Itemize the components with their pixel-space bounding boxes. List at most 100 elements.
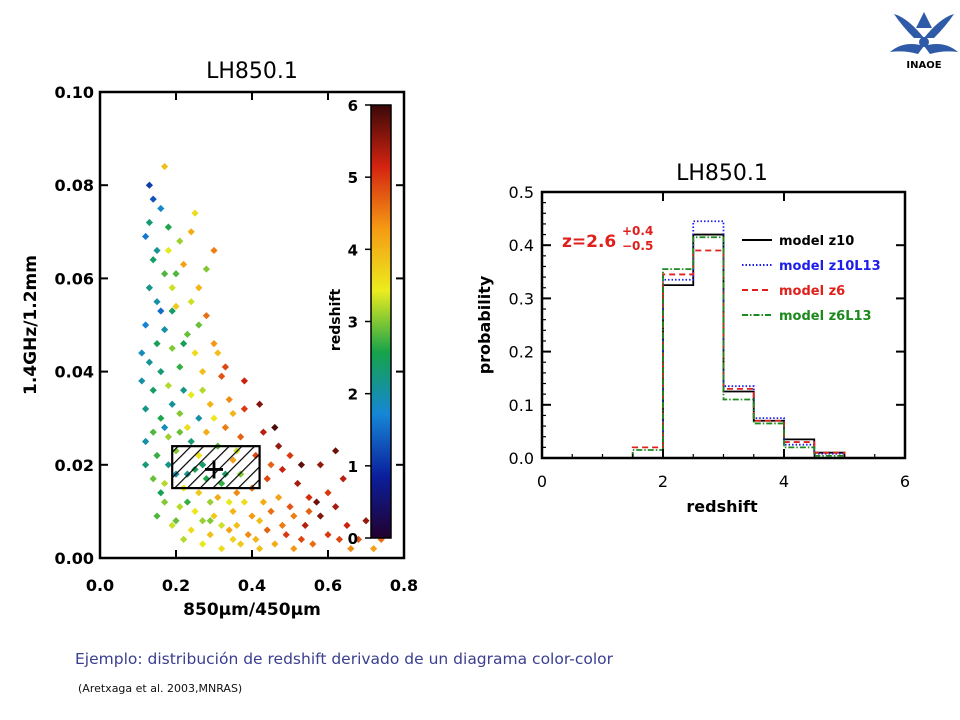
scatter-point — [168, 307, 176, 315]
scatter-point — [210, 512, 218, 520]
y-tick-label: 0.5 — [509, 183, 534, 202]
scatter-point — [142, 405, 150, 413]
scatter-point — [240, 405, 248, 413]
scatter-point — [218, 521, 226, 529]
scatter-point — [290, 545, 298, 553]
histogram-chart: LH850.1 0 2 4 60.00.10.20.30.40.5 redshift … — [475, 161, 910, 516]
scatter-point — [229, 409, 237, 418]
logo-core — [919, 37, 929, 47]
scatter-point — [142, 321, 150, 329]
histogram-y-label: probability — [475, 275, 494, 374]
histogram-title: LH850.1 — [676, 161, 768, 186]
y-tick-label: 0.3 — [509, 289, 534, 308]
y-tick-label: 0.10 — [55, 83, 94, 102]
scatter-point — [202, 428, 210, 436]
y-tick-label: 0.4 — [509, 236, 534, 255]
scatter-point — [164, 433, 172, 441]
scatter-point — [187, 437, 195, 446]
scatter-point — [191, 507, 199, 515]
colorbar-bar — [370, 104, 392, 539]
scatter-point — [164, 381, 172, 390]
scatter-point — [237, 540, 245, 548]
x-tick-label: 0.4 — [238, 576, 266, 595]
scatter-point — [256, 545, 264, 553]
scatter-point — [275, 493, 283, 502]
logo-wing — [924, 14, 954, 38]
colorbar-tick-label: 2 — [348, 386, 358, 404]
scatter-point — [172, 517, 180, 525]
scatter-point — [202, 265, 210, 273]
scatter-point — [180, 386, 188, 394]
scatter-point — [210, 340, 218, 348]
scatter-point — [271, 423, 279, 432]
scatter-point — [301, 521, 309, 529]
scatter-point — [313, 498, 321, 506]
scatter-point — [229, 507, 237, 515]
scatter-point — [138, 377, 146, 385]
scatter-point — [168, 284, 176, 292]
scatter-point — [183, 498, 191, 506]
scatter-point — [286, 503, 294, 511]
scatter-point — [149, 195, 157, 203]
scatter-point — [180, 535, 188, 543]
scatter-point — [240, 377, 248, 385]
scatter-point — [206, 498, 214, 506]
scatter-axes: 0.0 0.2 0.4 0.6 0.8 0.00 0.02 0.04 0.06 0.08 0.10 — [55, 83, 419, 595]
scatter-point — [244, 531, 252, 539]
scatter-point — [225, 498, 233, 506]
scatter-point — [294, 479, 302, 488]
scatter-point — [176, 409, 184, 418]
scatter-point — [187, 298, 195, 306]
colorbar-tick-label: 1 — [348, 458, 358, 476]
scatter-point — [233, 521, 241, 529]
scatter-point — [145, 181, 153, 189]
scatter-point — [332, 447, 340, 455]
hatched-region — [171, 445, 261, 490]
scatter-point — [286, 451, 294, 460]
colorbar-label: redshift — [328, 289, 344, 352]
scatter-point — [176, 363, 184, 371]
redshift-annotation: z=2.6 +0.4 −0.5 — [562, 224, 653, 253]
scatter-point — [297, 461, 305, 469]
scatter-point — [157, 414, 165, 422]
x-tick-label: 0.8 — [390, 576, 418, 595]
colorbar-tick-label: 5 — [348, 169, 358, 187]
y-tick-label: 0.2 — [509, 343, 534, 362]
scatter-point — [180, 340, 188, 348]
histogram-axes: 0 2 4 6 0.0 0.1 0.2 0.3 0.4 0.5 — [509, 183, 911, 491]
scatter-point — [199, 517, 207, 525]
scatter-point — [229, 535, 237, 543]
scatter-point — [153, 512, 161, 520]
scatter-point — [161, 162, 169, 171]
scatter-point — [191, 349, 199, 357]
scatter-point — [153, 246, 161, 255]
scatter-point — [267, 461, 275, 469]
scatter-point — [202, 312, 210, 320]
scatter-point — [240, 498, 248, 506]
inaoe-logo: INAOE — [890, 12, 958, 71]
scatter-point — [172, 270, 180, 278]
scatter-point — [145, 358, 153, 366]
scatter-point — [256, 400, 264, 408]
scatter-point — [199, 368, 207, 376]
histogram-legend: model z10 model z10L13 model z6 model z6L13 — [742, 234, 881, 324]
scatter-point — [164, 461, 172, 469]
scatter-point — [172, 302, 180, 310]
colorbar-tick-label: 0 — [348, 530, 358, 548]
scatter-title: LH850.1 — [206, 59, 298, 84]
scatter-point — [157, 307, 165, 315]
scatter-point — [187, 526, 195, 534]
scatter-point — [183, 330, 191, 338]
y-tick-label: 0.00 — [55, 549, 94, 568]
scatter-point — [157, 489, 165, 497]
logo-wing — [894, 14, 924, 38]
scatter-point — [199, 540, 207, 548]
scatter-point — [142, 232, 150, 241]
scatter-point — [252, 535, 260, 543]
scatter-point — [370, 545, 378, 553]
scatter-point — [263, 475, 271, 483]
scatter-point — [259, 428, 267, 436]
scatter-point — [316, 461, 324, 469]
scatter-point — [263, 526, 271, 534]
